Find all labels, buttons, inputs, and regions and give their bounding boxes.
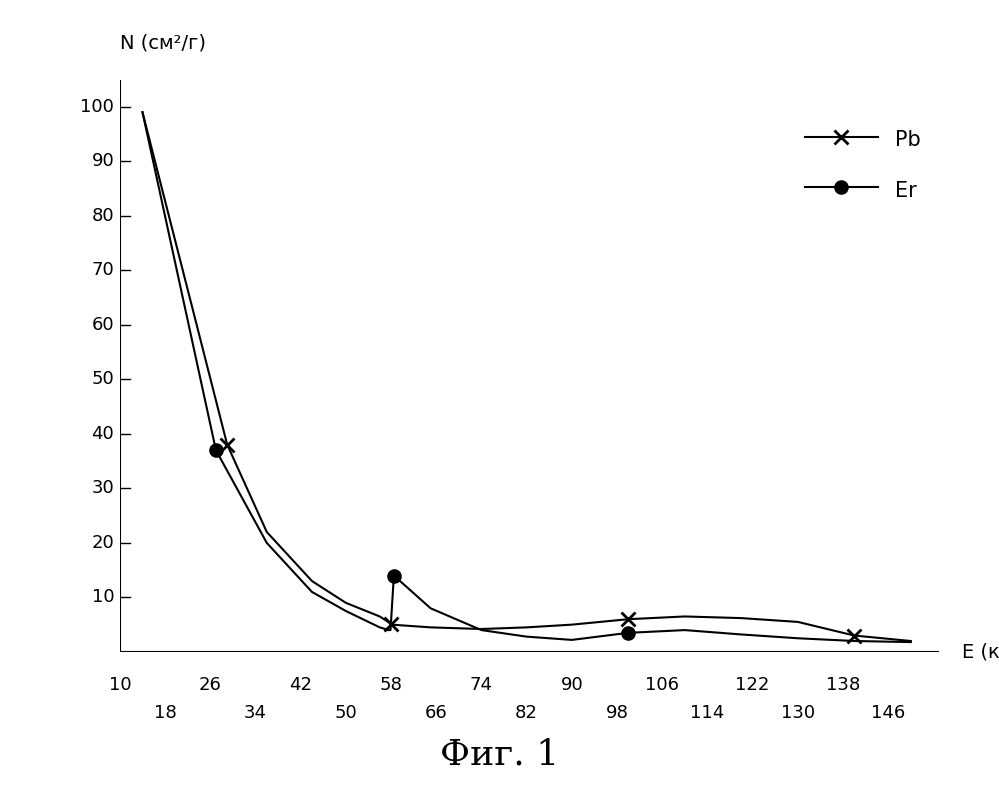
Text: 34: 34 bbox=[244, 704, 267, 722]
Text: 30: 30 bbox=[92, 479, 114, 498]
Text: 122: 122 bbox=[735, 677, 770, 694]
Text: 66: 66 bbox=[425, 704, 448, 722]
Text: 90: 90 bbox=[92, 153, 114, 170]
Text: 90: 90 bbox=[560, 677, 583, 694]
Text: Фиг. 1: Фиг. 1 bbox=[440, 737, 559, 771]
Text: 18: 18 bbox=[154, 704, 177, 722]
Text: 58: 58 bbox=[380, 677, 403, 694]
Text: E (кэВ): E (кэВ) bbox=[962, 642, 999, 661]
Text: 80: 80 bbox=[92, 207, 114, 225]
Text: 42: 42 bbox=[289, 677, 312, 694]
Text: 10: 10 bbox=[109, 677, 131, 694]
Text: 40: 40 bbox=[92, 425, 114, 443]
Text: 20: 20 bbox=[92, 534, 114, 552]
Text: 50: 50 bbox=[92, 370, 114, 388]
Text: 146: 146 bbox=[871, 704, 905, 722]
Text: 26: 26 bbox=[199, 677, 222, 694]
Legend: Pb, Er: Pb, Er bbox=[796, 118, 929, 211]
Text: 74: 74 bbox=[470, 677, 493, 694]
Text: 50: 50 bbox=[335, 704, 358, 722]
Text: 114: 114 bbox=[690, 704, 724, 722]
Text: 10: 10 bbox=[92, 588, 114, 607]
Text: 106: 106 bbox=[645, 677, 679, 694]
Text: 70: 70 bbox=[92, 262, 114, 279]
Text: N (см²/г): N (см²/г) bbox=[120, 33, 206, 52]
Text: 98: 98 bbox=[605, 704, 628, 722]
Text: 138: 138 bbox=[826, 677, 860, 694]
Text: 100: 100 bbox=[80, 98, 114, 116]
Text: 60: 60 bbox=[92, 316, 114, 334]
Text: 82: 82 bbox=[515, 704, 538, 722]
Text: 130: 130 bbox=[781, 704, 815, 722]
